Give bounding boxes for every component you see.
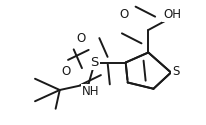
Text: O: O [61,65,70,78]
Text: S: S [172,65,179,78]
Text: O: O [119,8,128,21]
Text: NH: NH [82,85,99,98]
Text: S: S [91,56,99,69]
Text: O: O [77,32,86,45]
Text: OH: OH [163,8,181,21]
